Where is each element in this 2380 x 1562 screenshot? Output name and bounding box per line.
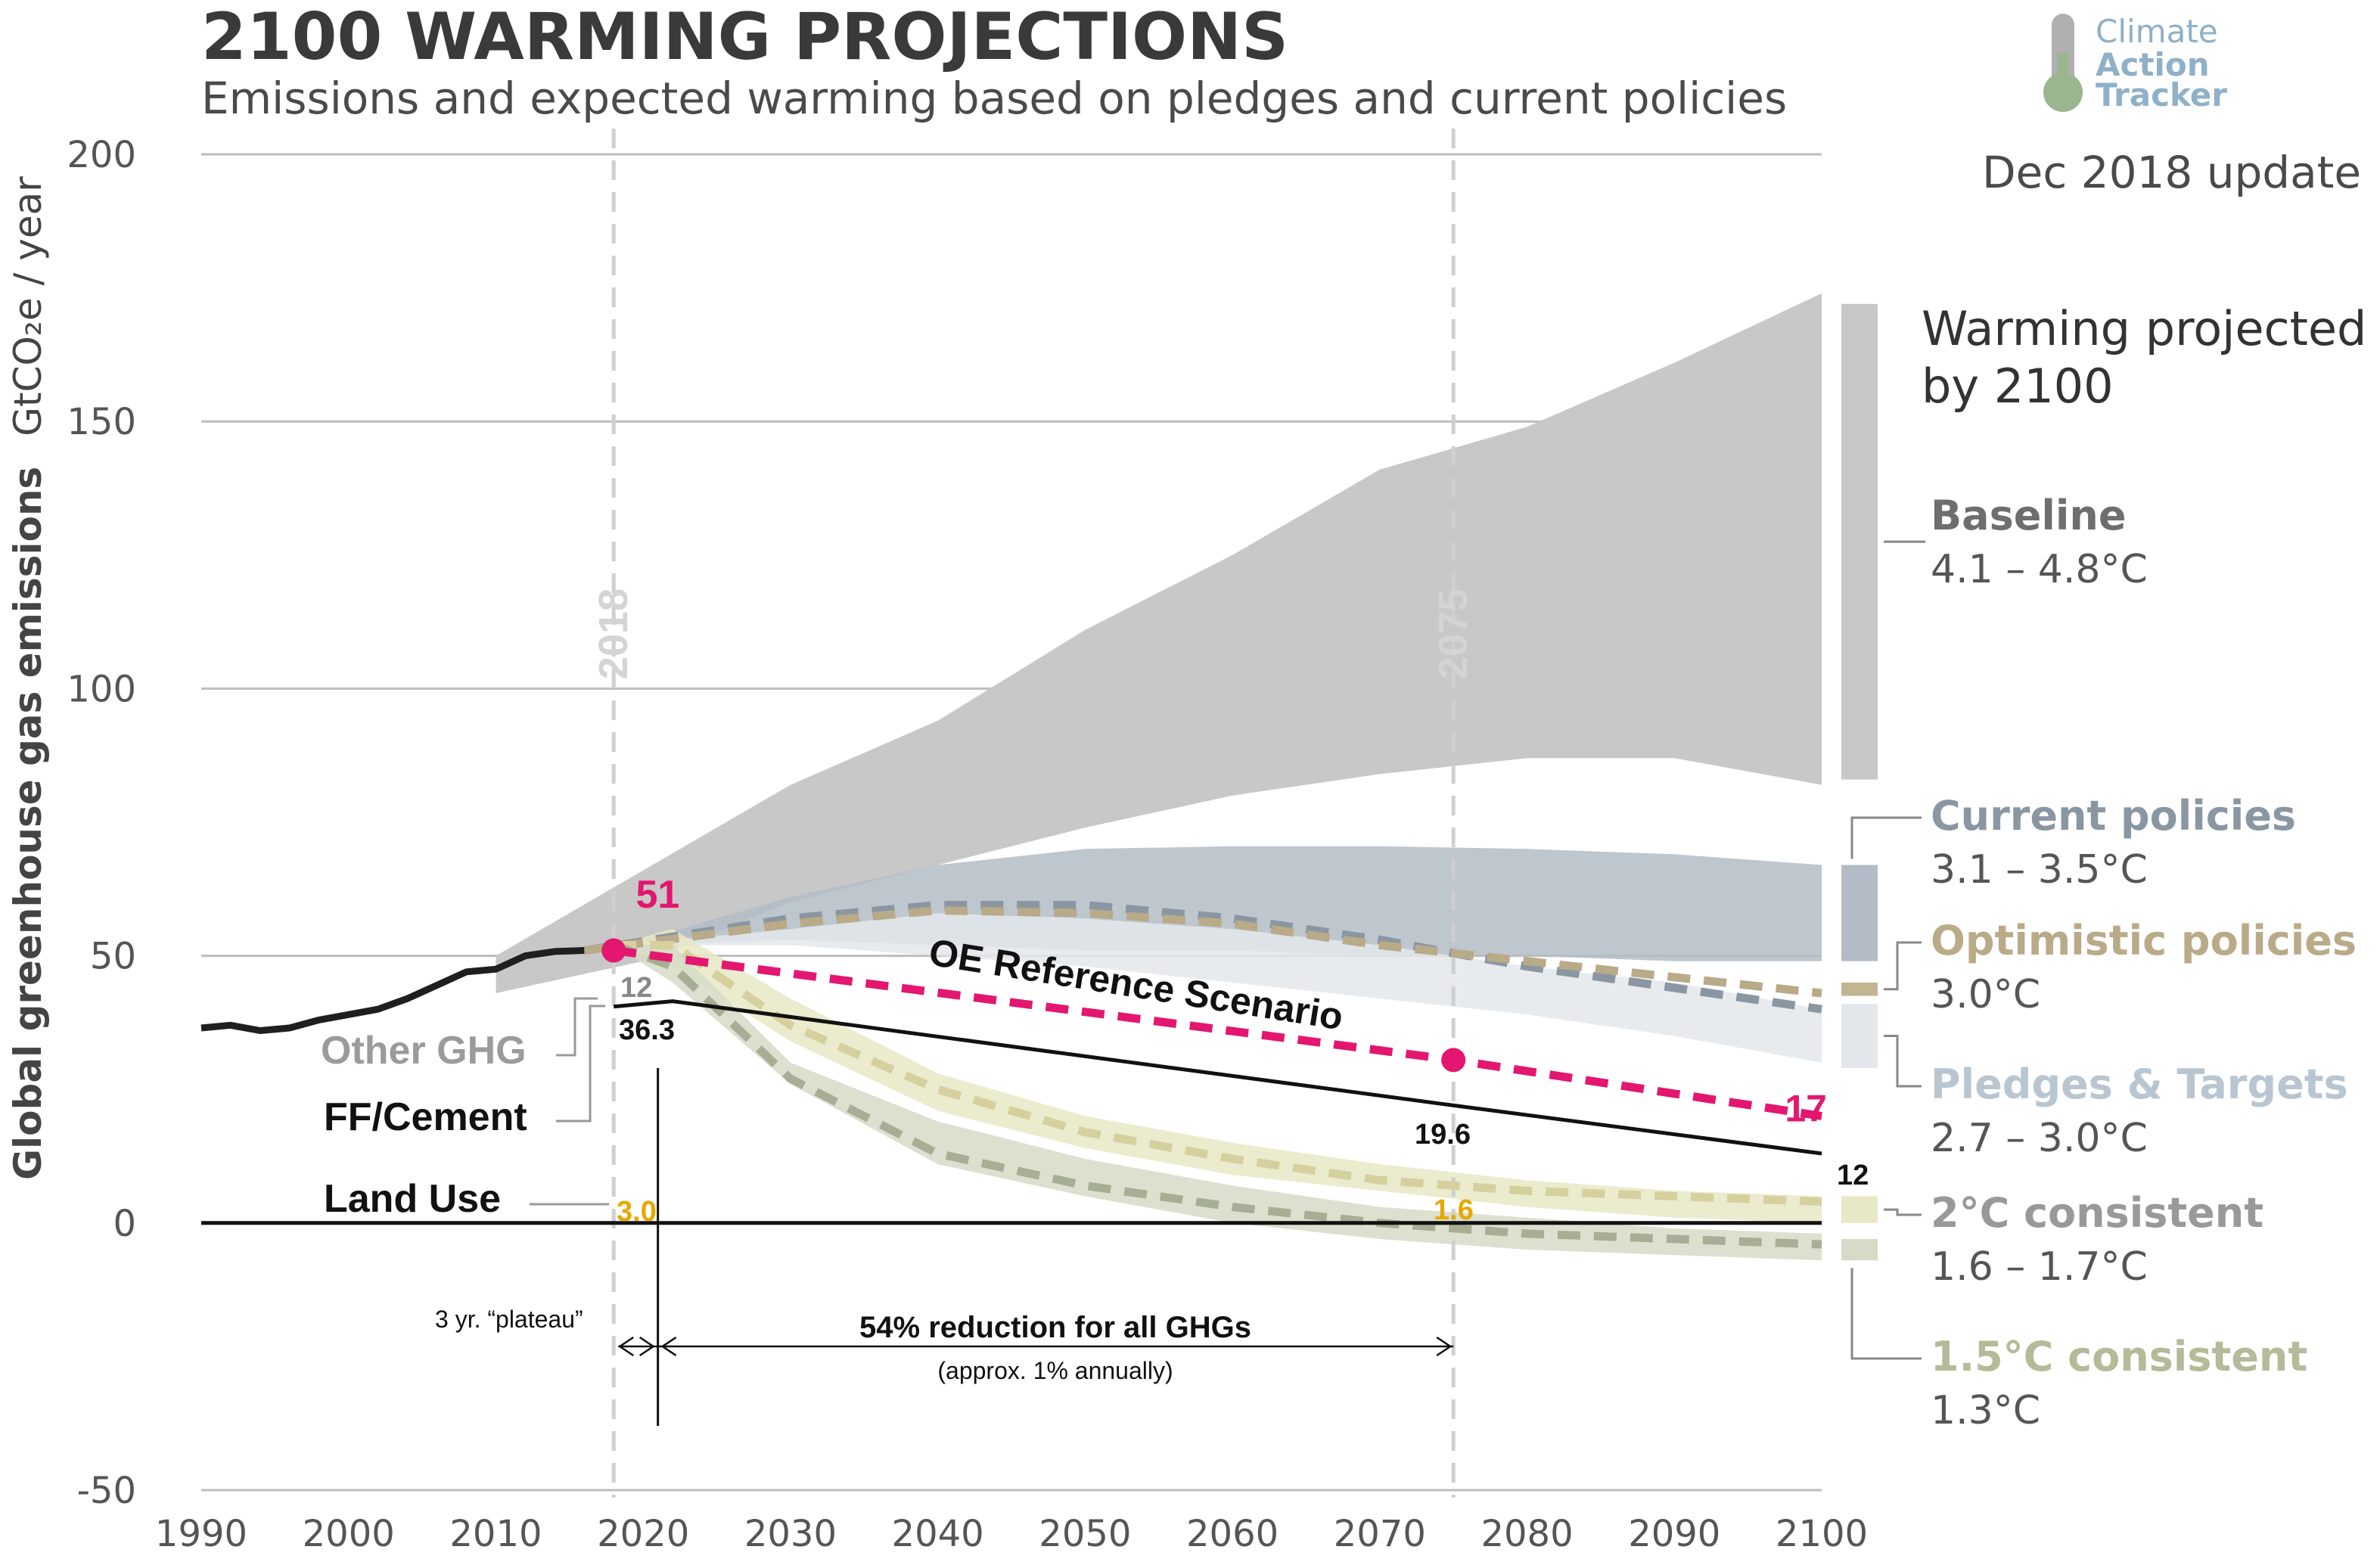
- ff-value-2100: 12: [1837, 1160, 1869, 1191]
- update-date: Dec 2018 update: [1982, 147, 2361, 198]
- ff-value-2020: 36.3: [619, 1014, 675, 1046]
- dashed-1-5-c-consistent: [612, 941, 1822, 1249]
- axes: 200 150 100 50 0 -50 1990 2000 2010 2020 2030 2040 2…: [67, 134, 1868, 1555]
- ff-value-2075: 19.6: [1415, 1119, 1471, 1151]
- y-tick-label: -50: [77, 1470, 136, 1512]
- land-value-2075: 1.6: [1434, 1194, 1474, 1226]
- marker-label-2018: 2018: [591, 588, 636, 679]
- dashed-2-c-consistent: [614, 941, 1822, 1206]
- x-tick-label: 2020: [597, 1513, 689, 1555]
- chart-subtitle: Emissions and expected warming based on …: [201, 73, 1787, 124]
- y-axis-label: Global greenhouse gas emissions GtCO₂e /…: [6, 176, 50, 1180]
- other-ghg-value: 12: [620, 972, 652, 1004]
- x-tick-label: 2030: [744, 1513, 837, 1555]
- logo-word-3: Tracker: [2096, 76, 2227, 113]
- y-tick-label: 50: [90, 936, 136, 978]
- y-axis-label-unit: GtCO₂e / year: [6, 176, 50, 436]
- x-tick-label: 2070: [1334, 1513, 1426, 1555]
- legend-heading-2: by 2100: [1922, 359, 2114, 414]
- oe-point-2075: [1441, 1048, 1466, 1073]
- legend-range-optimistic-policies: 3.0°C: [1931, 972, 2040, 1017]
- climate-action-tracker-logo: Climate Action Tracker: [2043, 13, 2227, 113]
- legend-connector-pledges-targets: [1884, 1035, 1922, 1088]
- legend-connector-optimistic-policies: [1884, 941, 1922, 991]
- reduction-note: (approx. 1% annually): [937, 1357, 1173, 1384]
- y-tick-label: 0: [113, 1203, 136, 1245]
- reduction-label: 54% reduction for all GHGs: [859, 1311, 1251, 1344]
- legend-connector-current-policies: [1850, 816, 1922, 859]
- other-ghg-leader: [556, 997, 598, 1057]
- chart-title: 2100 WARMING PROJECTIONS: [201, 0, 1288, 75]
- legend-name-optimistic-policies: Optimistic policies: [1931, 917, 2357, 964]
- legend-range-current-policies: 3.1 – 3.5°C: [1931, 847, 2148, 893]
- legend-name-baseline: Baseline: [1931, 492, 2126, 539]
- ff-cement-line: [613, 999, 1822, 1156]
- marker-label-2075: 2075: [1431, 588, 1476, 679]
- oe-point-2018: [601, 938, 626, 963]
- y-tick-label: 100: [67, 668, 136, 710]
- legend-range-1-5-c-consistent: 1.3°C: [1931, 1388, 2040, 1433]
- legend-connector-1-5-c-consistent: [1850, 1268, 1922, 1360]
- x-tick-label: 2090: [1628, 1513, 1720, 1555]
- x-tick-label: 1990: [155, 1513, 247, 1555]
- historical-emissions-line: [200, 947, 585, 1034]
- scenario-lines: [200, 901, 1822, 1249]
- legend-heading-1: Warming projected: [1922, 301, 2366, 356]
- legend-name-current-policies: Current policies: [1931, 792, 2296, 840]
- legend-range-baseline: 4.1 – 4.8°C: [1931, 547, 2148, 592]
- legend-name-2-c-consistent: 2°C consistent: [1931, 1189, 2263, 1237]
- x-tick-label: 2060: [1186, 1513, 1279, 1555]
- arrowheads: [617, 1336, 1453, 1357]
- logo-word-2: Action: [2096, 46, 2210, 83]
- land-value-2018: 3.0: [617, 1196, 657, 1228]
- dashed-current-policies: [583, 901, 1822, 1014]
- ff-cement-label: FF/Cement: [324, 1095, 527, 1139]
- x-tick-label: 2100: [1776, 1513, 1868, 1555]
- ff-cement-leader: [556, 1005, 605, 1123]
- x-tick-label: 2000: [303, 1513, 395, 1555]
- band-baseline: [496, 293, 1822, 993]
- y-tick-label: 200: [67, 134, 136, 176]
- land-use-label: Land Use: [324, 1177, 501, 1221]
- legend-bar-1-5-c-consistent: [1841, 1238, 1878, 1261]
- plateau-label: 3 yr. “plateau”: [435, 1306, 583, 1333]
- x-tick-label: 2050: [1039, 1513, 1131, 1555]
- oe-end-value: 17: [1785, 1088, 1827, 1130]
- legend-bar-current-policies: [1841, 865, 1878, 961]
- x-tick-label: 2010: [449, 1513, 542, 1555]
- dashed-optimistic-policies: [583, 906, 1822, 998]
- legend-name-pledges-targets: Pledges & Targets: [1931, 1060, 2348, 1108]
- band-pledges-targets: [614, 913, 1822, 1063]
- vertical-markers: 2018 2075: [591, 129, 1476, 1498]
- y-tick-label: 150: [67, 401, 136, 443]
- other-ghg-label: Other GHG: [321, 1029, 527, 1073]
- legend-range-2-c-consistent: 1.6 – 1.7°C: [1931, 1244, 2148, 1290]
- y-axis-label-main: Global greenhouse gas emissions: [6, 467, 50, 1180]
- legend-bar-optimistic-policies: [1841, 982, 1878, 996]
- legend-bar-baseline: [1841, 303, 1878, 780]
- scenario-bands: [496, 293, 1822, 1261]
- legend-connector-2-c-consistent: [1884, 1208, 1922, 1216]
- band-1-5-c-consistent: [614, 945, 1822, 1261]
- thermometer-icon: [2043, 14, 2083, 112]
- legend-name-1-5-c-consistent: 1.5°C consistent: [1931, 1333, 2307, 1380]
- legend-bar-2-c-consistent: [1841, 1196, 1878, 1223]
- logo-word-1: Climate: [2096, 13, 2218, 50]
- x-tick-label: 2040: [892, 1513, 984, 1555]
- oe-start-value: 51: [635, 873, 679, 917]
- legend-bar-pledges-targets: [1841, 1004, 1878, 1068]
- legend-range-pledges-targets: 2.7 – 3.0°C: [1931, 1116, 2148, 1161]
- x-tick-label: 2080: [1481, 1513, 1573, 1555]
